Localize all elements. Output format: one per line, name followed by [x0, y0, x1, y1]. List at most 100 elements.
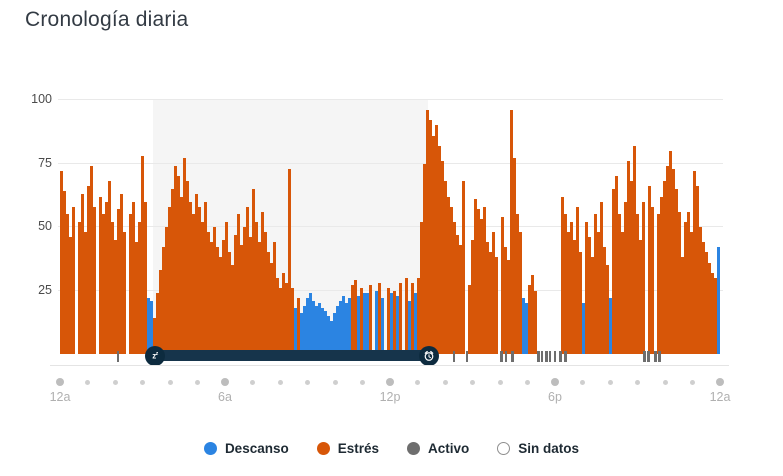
stress-bar: [642, 201, 645, 354]
stress-bar: [513, 158, 516, 354]
activity-mark: [548, 351, 552, 362]
grid-line: [58, 226, 723, 227]
stress-bar: [561, 196, 564, 354]
stress-bar: [189, 201, 192, 354]
stress-bar: [663, 181, 666, 354]
stress-bar: [135, 242, 138, 354]
stress-bar: [651, 206, 654, 354]
stress-bar: [702, 242, 705, 354]
stress-bar: [267, 252, 270, 354]
stress-bar: [273, 242, 276, 354]
y-axis-tick-label: 50: [38, 219, 52, 233]
rest-bar: [330, 320, 333, 354]
activity-mark: [658, 351, 661, 362]
stress-bar: [516, 214, 519, 354]
rest-bar: [306, 298, 309, 354]
activity-mark: [545, 351, 548, 362]
stress-bar: [507, 260, 510, 354]
stress-bar: [108, 181, 111, 354]
rest-bar: [525, 303, 528, 354]
stress-bar: [285, 282, 288, 354]
stress-bar: [219, 257, 222, 354]
stress-bar: [177, 176, 180, 354]
legend-item-estres: Estrés: [316, 441, 379, 456]
stress-bar: [351, 285, 354, 354]
stress-bar: [240, 244, 243, 354]
rest-bar: [375, 290, 378, 354]
stress-bar: [495, 257, 498, 354]
stress-bar: [246, 206, 249, 354]
activity-mark: [553, 351, 557, 362]
stress-bar: [426, 110, 429, 354]
stress-bar: [714, 277, 717, 354]
stress-bar: [636, 214, 639, 354]
stress-bar: [93, 206, 96, 354]
stress-bar: [480, 219, 483, 354]
stress-bar: [693, 171, 696, 354]
x-axis-tick-label: 6a: [218, 390, 232, 404]
rest-bar: [582, 303, 585, 354]
stress-bar: [615, 176, 618, 354]
stress-bar: [486, 242, 489, 354]
stress-bar: [612, 188, 615, 354]
zzz-icon: zz: [152, 350, 158, 361]
sleep-end-alarm-icon: [418, 346, 439, 366]
stress-bar: [63, 191, 66, 354]
activity-mark: [559, 351, 562, 362]
stress-bar: [627, 160, 630, 354]
stress-bar: [597, 232, 600, 354]
rest-bar: [300, 313, 303, 354]
rest-bar: [381, 298, 384, 354]
stress-bar: [681, 257, 684, 354]
activity-mark: [540, 351, 544, 362]
stress-bar: [687, 211, 690, 354]
rest-bar: [309, 293, 312, 354]
hour-dot-minor: [607, 379, 613, 385]
stress-bar: [567, 232, 570, 354]
legend: Descanso Estrés Activo Sin datos: [0, 441, 783, 456]
stress-bar: [249, 237, 252, 354]
stress-bar: [420, 221, 423, 354]
stress-bar: [399, 282, 402, 354]
stress-bar: [450, 206, 453, 354]
rest-bar: [522, 298, 525, 354]
stress-bar: [279, 287, 282, 354]
stress-bar: [639, 239, 642, 354]
rest-bar: [717, 247, 720, 354]
stress-bar: [444, 181, 447, 354]
rest-bar: [294, 308, 297, 354]
stress-bar: [123, 232, 126, 354]
activity-mark: [654, 351, 657, 362]
stress-bar: [99, 196, 102, 354]
stress-bar: [453, 221, 456, 354]
stress-bar: [201, 221, 204, 354]
stress-bar: [603, 247, 606, 354]
stress-bar: [216, 247, 219, 354]
page-title: Cronología diaria: [25, 8, 189, 31]
rest-bar: [414, 293, 417, 354]
stress-bar: [114, 239, 117, 354]
stress-bar: [297, 298, 300, 354]
stress-bar: [174, 166, 177, 354]
stress-bar: [432, 135, 435, 354]
hour-dot-minor: [277, 379, 283, 385]
legend-label-activo: Activo: [428, 441, 470, 456]
hour-dot-minor: [442, 379, 448, 385]
legend-swatch-descanso: [203, 442, 217, 455]
stress-bar: [195, 193, 198, 354]
y-axis-tick-label: 100: [31, 92, 52, 106]
activity-mark: [452, 351, 456, 362]
stress-bar: [243, 227, 246, 354]
x-axis-tick-label: 12a: [49, 390, 71, 404]
stress-bar: [186, 181, 189, 354]
stress-bar: [585, 221, 588, 354]
stress-bar: [711, 272, 714, 354]
stress-bar: [360, 287, 363, 354]
stress-bar: [630, 181, 633, 354]
stress-bar: [237, 214, 240, 354]
rest-bar: [342, 295, 345, 354]
stress-bar: [141, 155, 144, 354]
stress-bar: [204, 201, 207, 354]
grid-line: [58, 99, 723, 100]
